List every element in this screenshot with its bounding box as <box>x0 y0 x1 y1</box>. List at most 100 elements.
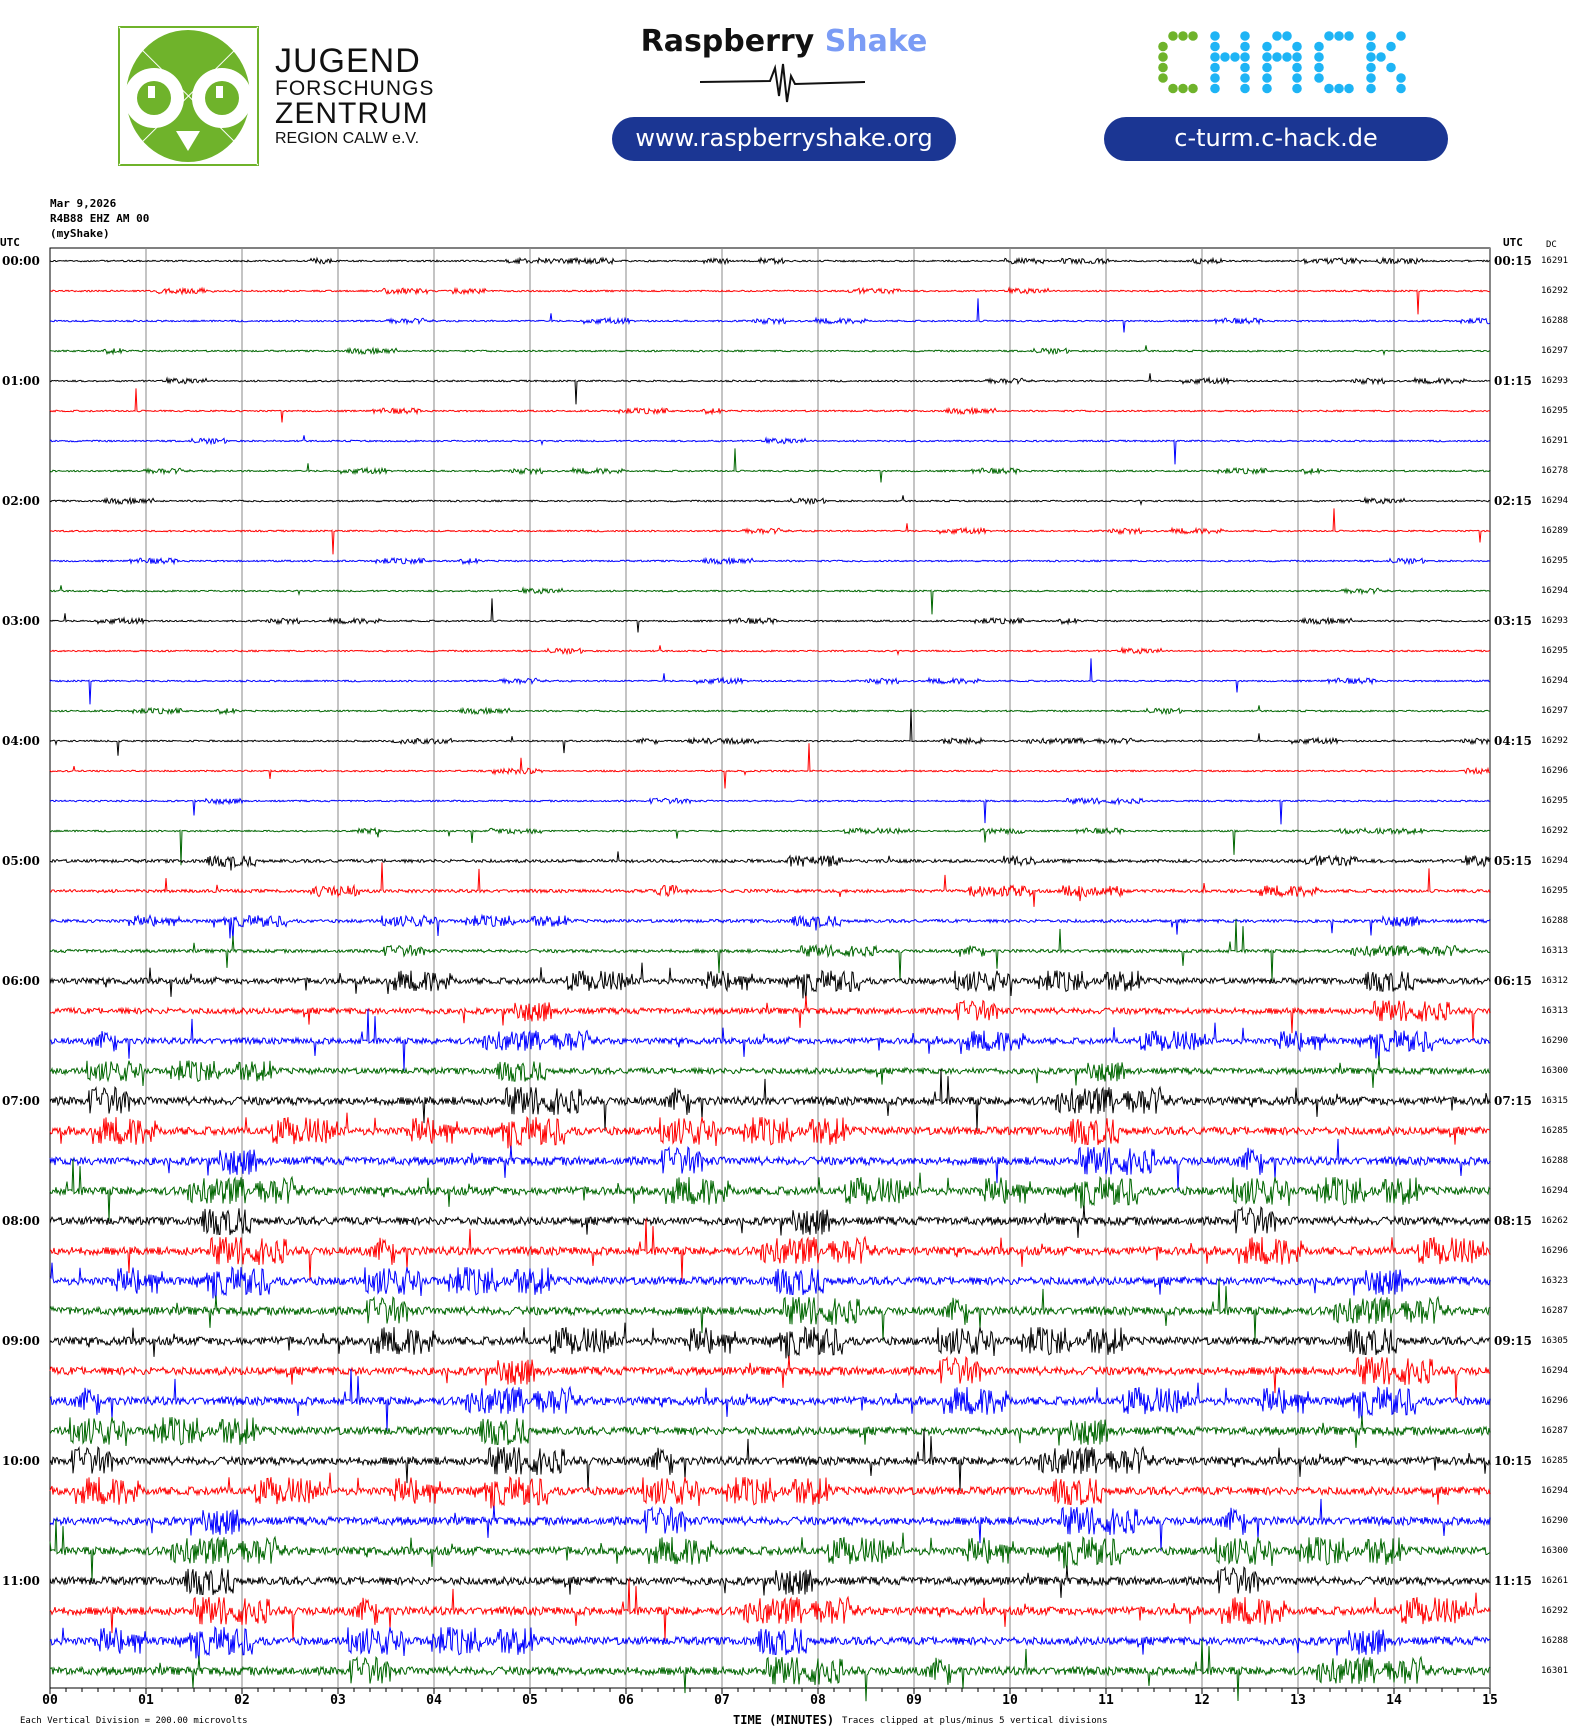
trace-line <box>49 1008 1491 1072</box>
station-info: Mar 9,2026 R4B88 EHZ AM 00 (myShake) <box>50 196 149 241</box>
chack-dot <box>1324 83 1334 94</box>
trace-line <box>49 585 1491 615</box>
dc-header: DC <box>1546 240 1557 250</box>
dc-value: 16294 <box>1541 856 1569 866</box>
chack-dot <box>1376 52 1386 62</box>
dc-value: 16291 <box>1541 436 1569 446</box>
dc-value: 16295 <box>1541 886 1569 896</box>
trace-line <box>49 1355 1491 1402</box>
right-time-label: 10:15 <box>1494 1454 1532 1468</box>
left-time-label: 02:00 <box>2 494 40 508</box>
trace-line <box>49 1368 1491 1432</box>
trace-line <box>49 1415 1491 1448</box>
right-time-label: 00:15 <box>1494 254 1532 268</box>
dc-value: 16315 <box>1541 1096 1569 1106</box>
chack-dot <box>1240 52 1250 62</box>
trace-line <box>49 1322 1491 1361</box>
chack-dot <box>1262 52 1272 62</box>
trace-line <box>49 1068 1491 1132</box>
left-time-label: 00:00 <box>2 254 40 268</box>
chack-dot <box>1230 52 1240 62</box>
trace-line <box>49 388 1491 423</box>
x-tick-label: 02 <box>234 1693 250 1708</box>
chack-dot <box>1220 52 1230 62</box>
trace-line <box>49 495 1491 507</box>
trace-line <box>49 1518 1491 1582</box>
dc-value: 16300 <box>1541 1546 1569 1556</box>
chack-dot <box>1272 31 1282 41</box>
raspberry-shake-logo: Raspberry Shake <box>612 24 956 59</box>
clip-note: Traces clipped at plus/minus 5 vertical … <box>842 1716 1108 1726</box>
chack-dot <box>1262 62 1272 73</box>
raspberryshake-url-link[interactable]: www.raspberryshake.org <box>612 117 956 161</box>
utc-right-label: UTC <box>1503 236 1523 249</box>
trace-line <box>49 1278 1491 1342</box>
dc-value: 16288 <box>1541 1156 1569 1166</box>
trace-line <box>49 1138 1491 1192</box>
dc-value: 16301 <box>1541 1666 1569 1676</box>
trace-line <box>49 1205 1491 1238</box>
dc-value: 16261 <box>1541 1576 1569 1586</box>
x-tick-label: 09 <box>906 1693 922 1708</box>
dc-value: 16262 <box>1541 1216 1569 1226</box>
trace-line <box>49 1262 1491 1301</box>
trace-line <box>49 1498 1491 1552</box>
dc-value: 16290 <box>1541 1036 1569 1046</box>
chack-dot <box>1314 41 1324 52</box>
chack-dot <box>1366 62 1376 73</box>
dc-value: 16297 <box>1541 706 1569 716</box>
seismic-wave-icon <box>700 63 865 103</box>
trace-line <box>49 1472 1491 1511</box>
dc-value: 16294 <box>1541 1366 1569 1376</box>
jfz-line-2: FORSCHUNGS <box>275 77 435 100</box>
dc-value: 16285 <box>1541 1126 1569 1136</box>
x-tick-label: 10 <box>1002 1693 1018 1708</box>
right-time-label: 03:15 <box>1494 614 1532 628</box>
chack-logo <box>1158 31 1406 94</box>
trace-line <box>49 345 1491 357</box>
trace-line <box>49 1158 1491 1222</box>
chack-dot <box>1314 52 1324 62</box>
left-time-label: 11:00 <box>2 1574 40 1588</box>
dc-value: 16296 <box>1541 1396 1569 1406</box>
x-tick-label: 07 <box>714 1693 730 1708</box>
dc-value: 16292 <box>1541 826 1569 836</box>
x-tick-label: 15 <box>1482 1693 1498 1708</box>
trace-line <box>49 826 1491 866</box>
chack-dot <box>1366 41 1376 52</box>
right-time-label: 07:15 <box>1494 1094 1532 1108</box>
chack-dot <box>1188 31 1198 41</box>
chack-dot <box>1210 83 1220 94</box>
chack-dot <box>1158 73 1168 83</box>
chack-url-link[interactable]: c-turm.c-hack.de <box>1104 117 1448 161</box>
dc-value: 16293 <box>1541 616 1569 626</box>
source-label: (myShake) <box>50 227 110 240</box>
left-time-label: 05:00 <box>2 854 40 868</box>
dc-value: 16294 <box>1541 586 1569 596</box>
dc-value: 16288 <box>1541 1636 1569 1646</box>
trace-line <box>49 286 1491 315</box>
left-time-label: 04:00 <box>2 734 40 748</box>
right-time-label: 05:15 <box>1494 854 1532 868</box>
dc-value: 16300 <box>1541 1066 1569 1076</box>
right-time-label: 06:15 <box>1494 974 1532 988</box>
x-tick-label: 11 <box>1098 1693 1114 1708</box>
x-tick-label: 03 <box>330 1693 346 1708</box>
chack-dot <box>1158 62 1168 73</box>
left-time-label: 07:00 <box>2 1094 40 1108</box>
trace-line <box>49 851 1491 871</box>
chack-dot <box>1396 73 1406 83</box>
chack-dot <box>1168 83 1178 94</box>
trace-line <box>49 298 1491 333</box>
chack-dot <box>1262 83 1272 94</box>
x-tick-label: 08 <box>810 1693 826 1708</box>
chack-dot <box>1262 73 1272 83</box>
right-time-label: 02:15 <box>1494 494 1532 508</box>
x-tick-label: 06 <box>618 1693 634 1708</box>
rs-title-raspberry: Raspberry <box>640 24 815 59</box>
chack-dot <box>1396 83 1406 94</box>
left-time-label: 10:00 <box>2 1454 40 1468</box>
chack-dot <box>1386 62 1396 73</box>
chack-dot <box>1210 31 1220 41</box>
